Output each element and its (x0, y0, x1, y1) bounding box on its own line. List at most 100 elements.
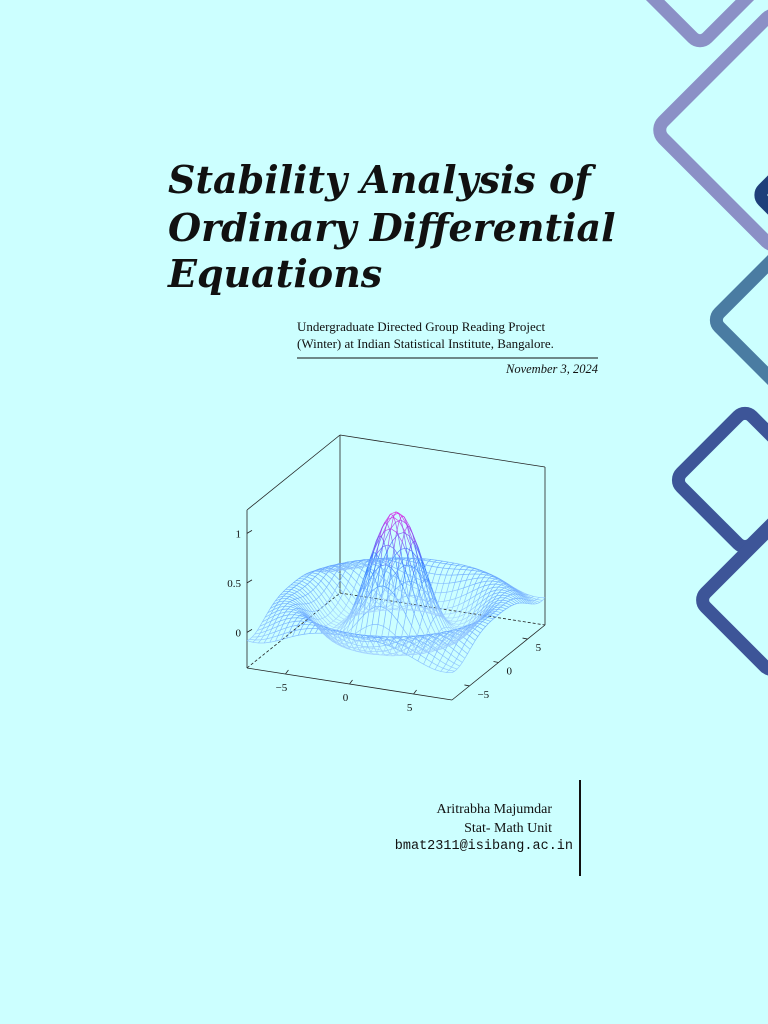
mesh-line (314, 610, 317, 612)
mesh-line (374, 558, 381, 560)
mesh-line (364, 650, 371, 652)
mesh-line (488, 603, 495, 609)
mesh-line (481, 617, 488, 619)
mesh-line (470, 602, 474, 611)
mesh-line (453, 621, 457, 625)
mesh-line (438, 614, 445, 628)
mesh-line (456, 653, 460, 659)
mesh-line (452, 632, 456, 635)
mesh-line (458, 601, 465, 606)
mesh-line (266, 633, 270, 640)
mesh-line (301, 580, 308, 585)
mesh-line (391, 561, 396, 567)
mesh-line (270, 609, 274, 615)
mesh-line (277, 629, 281, 636)
mesh-line (493, 595, 497, 601)
mesh-line (369, 648, 374, 654)
mesh-line (420, 643, 424, 650)
mesh-line (326, 598, 331, 603)
mesh-line (339, 580, 347, 588)
mesh-line (484, 615, 491, 618)
mesh-line (398, 512, 405, 518)
mesh-line (388, 558, 392, 561)
mesh-line (262, 623, 266, 629)
mesh-line (453, 662, 460, 667)
mesh-line (326, 602, 334, 611)
mesh-line (356, 594, 361, 602)
mesh-line (375, 649, 379, 655)
mesh-line (473, 614, 481, 621)
mesh-line (305, 621, 312, 623)
mesh-line (318, 593, 322, 598)
mesh-line (382, 558, 389, 560)
mesh-line (290, 582, 294, 586)
mesh-line (487, 598, 492, 604)
mesh-line (393, 648, 397, 653)
mesh-line (492, 586, 499, 588)
mesh-line (397, 534, 401, 550)
mesh-line (434, 567, 438, 575)
mesh-line (350, 575, 357, 583)
mesh-line (324, 605, 331, 614)
mesh-line (429, 591, 436, 594)
mesh-line (298, 608, 305, 614)
mesh-line (495, 583, 502, 586)
mesh-line (340, 609, 344, 614)
mesh-line (259, 623, 266, 627)
mesh-line (271, 623, 275, 629)
mesh-line (438, 608, 442, 615)
mesh-line (294, 592, 301, 598)
mesh-line (398, 601, 402, 608)
mesh-line (315, 628, 319, 634)
mesh-line (308, 603, 315, 612)
mesh-line (290, 611, 297, 614)
mesh-line (351, 621, 358, 629)
mesh-line (431, 561, 435, 567)
mesh-line (295, 629, 301, 631)
mesh-line (473, 607, 480, 614)
mesh-line (420, 571, 424, 580)
mesh-line (277, 594, 281, 598)
mesh-line (460, 579, 467, 582)
mesh-line (404, 603, 408, 609)
mesh-line (370, 540, 377, 558)
mesh-line (278, 603, 282, 608)
mesh-line (430, 623, 437, 636)
mesh-line (449, 598, 456, 601)
mesh-line (402, 565, 407, 582)
mesh-line (287, 608, 294, 611)
mesh-line (404, 608, 411, 611)
mesh-line (331, 574, 335, 580)
mesh-line (468, 619, 475, 625)
mesh-line (358, 651, 365, 653)
mesh-line (378, 584, 385, 590)
mesh-line (406, 636, 410, 647)
mesh-line (390, 593, 397, 599)
mesh-line (450, 612, 457, 615)
mesh-line (478, 601, 483, 608)
mesh-line (424, 607, 431, 609)
tick-mark (285, 669, 289, 675)
mesh-line (454, 633, 458, 635)
mesh-line (321, 607, 328, 616)
mesh-line (495, 586, 499, 591)
mesh-line (264, 641, 270, 644)
mesh-line (400, 563, 407, 566)
mesh-line (424, 608, 432, 625)
mesh-line (318, 596, 325, 606)
mesh-line (441, 628, 448, 638)
mesh-line (394, 594, 401, 605)
mesh-line (437, 562, 441, 568)
mesh-line (393, 646, 400, 649)
mesh-line (437, 660, 441, 666)
mesh-line (340, 639, 345, 644)
mesh-line (369, 580, 376, 595)
mesh-line (378, 535, 382, 537)
mesh-line (503, 604, 509, 608)
mesh-line (323, 577, 330, 584)
mesh-line (405, 560, 410, 566)
mesh-line (405, 581, 409, 596)
mesh-line (329, 598, 336, 607)
mesh-line (346, 562, 353, 566)
mesh-line (342, 587, 347, 594)
